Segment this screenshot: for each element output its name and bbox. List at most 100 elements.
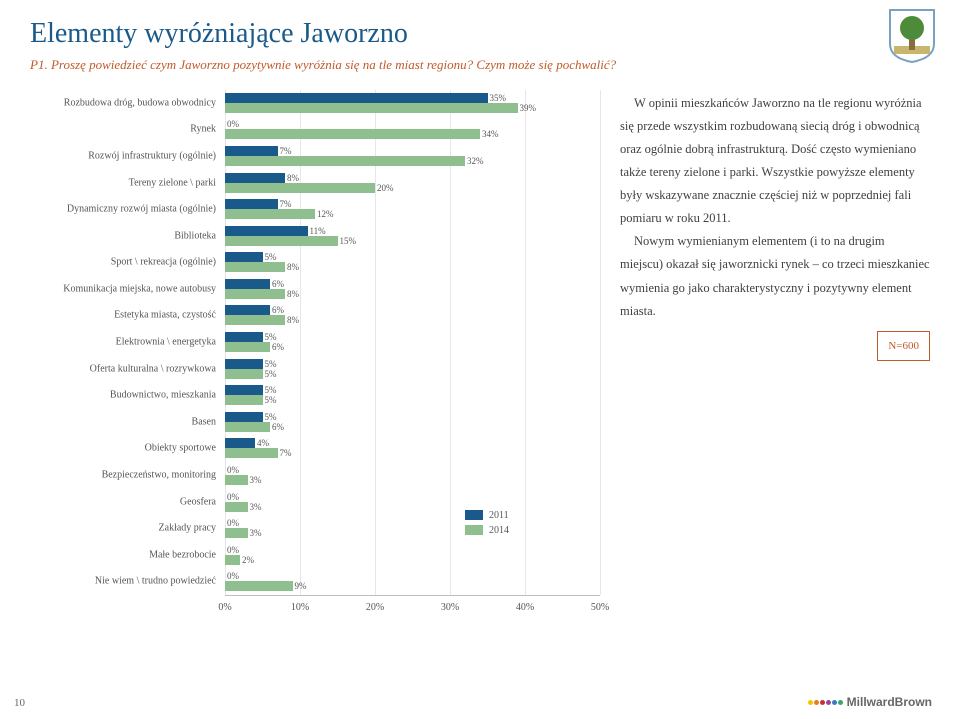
bar-value: 7% — [280, 146, 292, 156]
chart-row: Bezpieczeństwo, monitoring — [30, 462, 600, 489]
bar-2014 — [225, 448, 278, 458]
bar-value: 34% — [482, 129, 499, 139]
bar-value: 0% — [227, 545, 239, 555]
chart-row: Nie wiem \ trudno powiedzieć — [30, 568, 600, 595]
bar-2014 — [225, 262, 285, 272]
bar-2014 — [225, 555, 240, 565]
chart-row: Estetyka miasta, czystość — [30, 302, 600, 329]
crest-logo — [888, 8, 936, 64]
bar-2014 — [225, 422, 270, 432]
category-label: Bezpieczeństwo, monitoring — [30, 469, 220, 480]
chart-row: Basen — [30, 408, 600, 435]
chart-row: Obiekty sportowe — [30, 435, 600, 462]
category-label: Rozbudowa dróg, budowa obwodnicy — [30, 97, 220, 108]
bar-2011 — [225, 146, 278, 156]
chart-row: Elektrownia \ energetyka — [30, 329, 600, 356]
page-title: Elementy wyróżniające Jaworzno — [30, 18, 930, 50]
category-label: Budownictwo, mieszkania — [30, 390, 220, 401]
bar-value: 12% — [317, 209, 334, 219]
legend-swatch — [465, 525, 483, 535]
category-label: Nie wiem \ trudno powiedzieć — [30, 576, 220, 587]
chart-row: Komunikacja miejska, nowe autobusy — [30, 276, 600, 303]
bar-value: 5% — [265, 412, 277, 422]
bar-value: 8% — [287, 289, 299, 299]
x-tick: 20% — [366, 602, 384, 613]
bar-value: 6% — [272, 342, 284, 352]
bar-2014 — [225, 342, 270, 352]
bar-value: 3% — [250, 475, 262, 485]
bar-2014 — [225, 236, 338, 246]
bar-value: 5% — [265, 369, 277, 379]
bar-2014 — [225, 475, 248, 485]
category-label: Dynamiczny rozwój miasta (ogólnie) — [30, 204, 220, 215]
x-tick: 40% — [516, 602, 534, 613]
bar-2014 — [225, 581, 293, 591]
bar-chart: 0%10%20%30%40%50%Rozbudowa dróg, budowa … — [30, 90, 600, 625]
page-subtitle: P1. Proszę powiedzieć czym Jaworzno pozy… — [30, 56, 650, 74]
bar-2011 — [225, 438, 255, 448]
bar-2014 — [225, 103, 518, 113]
page-number: 10 — [14, 697, 25, 709]
bar-value: 9% — [295, 581, 307, 591]
bar-value: 5% — [265, 332, 277, 342]
x-tick: 50% — [591, 602, 609, 613]
commentary-text: W opinii mieszkańców Jaworzno na tle reg… — [620, 90, 930, 625]
bar-value: 3% — [250, 528, 262, 538]
bar-value: 6% — [272, 279, 284, 289]
bar-value: 7% — [280, 448, 292, 458]
category-label: Zakłady pracy — [30, 523, 220, 534]
bar-value: 0% — [227, 119, 239, 129]
bar-value: 6% — [272, 305, 284, 315]
bar-2011 — [225, 305, 270, 315]
footer-brand: MillwardBrown — [808, 695, 932, 709]
bar-2011 — [225, 279, 270, 289]
category-label: Małe bezrobocie — [30, 549, 220, 560]
chart-row: Geosfera — [30, 488, 600, 515]
bar-value: 32% — [467, 156, 484, 166]
bar-value: 15% — [340, 236, 357, 246]
bar-2011 — [225, 359, 263, 369]
bar-2011 — [225, 412, 263, 422]
category-label: Tereny zielone \ parki — [30, 177, 220, 188]
chart-row: Budownictwo, mieszkania — [30, 382, 600, 409]
bar-value: 5% — [265, 385, 277, 395]
category-label: Geosfera — [30, 496, 220, 507]
x-tick: 0% — [218, 602, 231, 613]
bar-2014 — [225, 156, 465, 166]
chart-row: Zakłady pracy — [30, 515, 600, 542]
bar-2011 — [225, 252, 263, 262]
bar-value: 5% — [265, 395, 277, 405]
bar-value: 6% — [272, 422, 284, 432]
bar-value: 4% — [257, 438, 269, 448]
bar-value: 0% — [227, 465, 239, 475]
bar-value: 3% — [250, 502, 262, 512]
bar-value: 35% — [490, 93, 507, 103]
bar-2011 — [225, 332, 263, 342]
legend-label: 2014 — [489, 525, 509, 536]
bar-value: 39% — [520, 103, 537, 113]
legend-swatch — [465, 510, 483, 520]
chart-row: Sport \ rekreacja (ogólnie) — [30, 249, 600, 276]
bar-2011 — [225, 93, 488, 103]
bar-value: 5% — [265, 359, 277, 369]
bar-2011 — [225, 385, 263, 395]
bar-value: 2% — [242, 555, 254, 565]
legend-label: 2011 — [489, 510, 509, 521]
bar-value: 8% — [287, 173, 299, 183]
chart-row: Oferta kulturalna \ rozrywkowa — [30, 355, 600, 382]
bar-value: 20% — [377, 183, 394, 193]
bar-2014 — [225, 315, 285, 325]
bar-2014 — [225, 209, 315, 219]
category-label: Estetyka miasta, czystość — [30, 310, 220, 321]
x-tick: 30% — [441, 602, 459, 613]
category-label: Biblioteka — [30, 230, 220, 241]
chart-legend: 2011 2014 — [465, 510, 509, 540]
bar-2014 — [225, 528, 248, 538]
bar-2014 — [225, 129, 480, 139]
bar-value: 0% — [227, 492, 239, 502]
bar-value: 5% — [265, 252, 277, 262]
category-label: Basen — [30, 416, 220, 427]
bar-2014 — [225, 369, 263, 379]
bar-value: 0% — [227, 571, 239, 581]
category-label: Komunikacja miejska, nowe autobusy — [30, 283, 220, 294]
